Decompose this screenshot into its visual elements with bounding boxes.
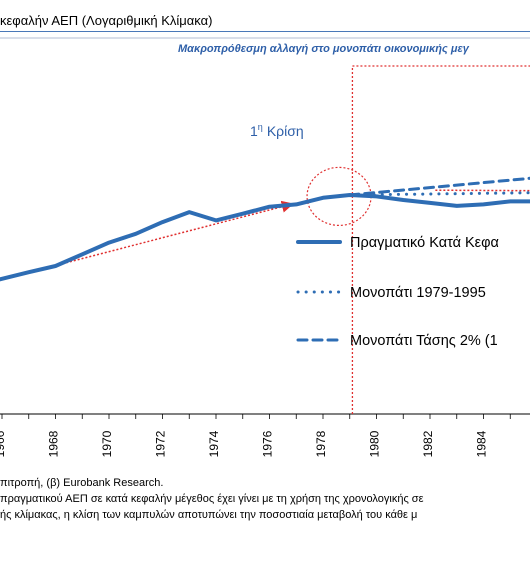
- x-tick-label: 1976: [261, 430, 275, 457]
- legend-label-3: Μονοπάτι Τάσης 2% (1: [350, 333, 498, 349]
- x-tick-label: 1982: [421, 430, 435, 457]
- trend-arrow-1965-1977: [0, 200, 294, 281]
- title-divider: [0, 31, 530, 32]
- x-tick-label: 1966: [0, 430, 7, 457]
- x-tick-label: 1984: [475, 430, 489, 457]
- footnotes: πιτροπή, (β) Eurobank Research. πραγματι…: [0, 475, 530, 523]
- chart-plot: 1966 1968 1970 1972 1974 1976 1978 1980 1982 1984…: [0, 37, 530, 457]
- annotation-long-term-change: Μακροπρόθεσμη αλλαγή στο μονοπάτι οικονο…: [178, 43, 470, 55]
- x-tick-label: 1978: [314, 430, 328, 457]
- series-line-1: [0, 193, 530, 282]
- x-tick-label: 1972: [154, 430, 168, 457]
- x-tick-label: 1980: [368, 430, 382, 457]
- legend-label-2: Μονοπάτι 1979-1995: [350, 285, 486, 301]
- footnote-line: ής κλίμακας, η κλίση των καμπυλών αποτυπ…: [0, 509, 418, 521]
- annotation-crisis-sup: η: [258, 122, 263, 132]
- legend-label-1: Πραγματικό Κατά Κεφα: [350, 235, 499, 251]
- x-tick-label: 1970: [100, 430, 114, 457]
- chart-title: κεφαλήν ΑΕΠ (Λογαριθμική Κλίμακα): [0, 13, 213, 28]
- x-tick-label: 1974: [207, 430, 221, 457]
- x-axis: 1966 1968 1970 1972 1974 1976 1978 1980 1982 1984…: [0, 413, 530, 457]
- trend-arrow-1982-1993: [435, 189, 530, 192]
- annotation-crisis-word: Κρίση: [267, 123, 304, 139]
- legend: Πραγματικό Κατά Κεφα Μονοπάτι 1979-1995 Μο…: [296, 235, 499, 349]
- crisis-period-bracket: [351, 65, 530, 414]
- footnote-line: πραγματικού ΑΕΠ σε κατά κεφαλήν μέγεθος …: [0, 493, 424, 505]
- annotation-crisis-number: 1: [250, 123, 258, 139]
- series-line-3: [348, 176, 530, 197]
- x-tick-label: 1986: [528, 430, 530, 457]
- x-tick-label: 1968: [47, 430, 61, 457]
- annotation-crisis: 1η Κρίση: [250, 122, 304, 139]
- footnote-line: πιτροπή, (β) Eurobank Research.: [0, 477, 164, 489]
